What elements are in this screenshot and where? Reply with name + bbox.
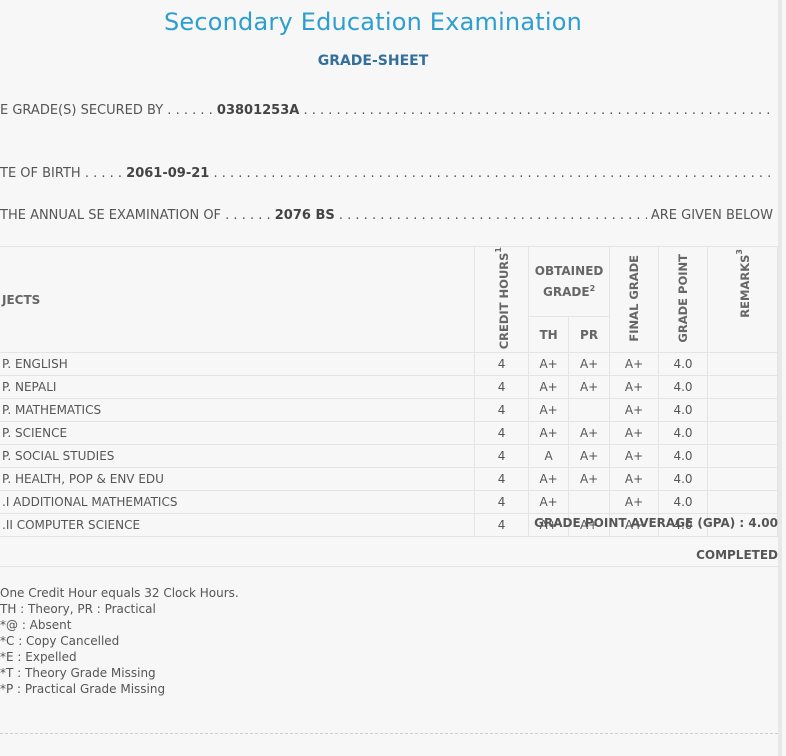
grade-point-cell: 4.0 — [658, 490, 708, 515]
remarks-header: REMARKS3 — [707, 245, 778, 354]
subject-cell: P. NEPALI — [0, 375, 476, 400]
divider — [0, 566, 778, 567]
dotted-leader — [213, 166, 773, 181]
note-item: *@ : Absent — [0, 618, 72, 632]
grade-point-header: GRADE POINT — [658, 245, 708, 354]
note-item: One Credit Hour equals 32 Clock Hours. — [0, 586, 239, 600]
subject-cell: .II COMPUTER SCIENCE — [0, 513, 476, 538]
dashed-divider — [0, 733, 778, 734]
theory-grade-cell: A+ — [528, 467, 570, 492]
grade-point-cell: 4.0 — [658, 467, 708, 492]
remarks-cell — [707, 490, 778, 515]
note-item: *T : Theory Grade Missing — [0, 666, 156, 680]
subject-cell: P. ENGLISH — [0, 352, 476, 377]
table-row: P. NEPALI 4 A+ A+ A+ 4.0 — [0, 375, 778, 400]
practical-grade-cell: A+ — [568, 444, 611, 469]
gpa-summary: GRADE POINT AVERAGE (GPA) : 4.00 — [534, 516, 778, 530]
table-row: .II COMPUTER SCIENCE 4 A+ A+ A+ 4.0 — [0, 513, 778, 538]
remarks-cell — [707, 513, 778, 538]
th-header: TH — [528, 315, 570, 354]
subject-cell: .I ADDITIONAL MATHEMATICS — [0, 490, 476, 515]
final-grade-cell: A+ — [609, 444, 660, 469]
note-item: *P : Practical Grade Missing — [0, 682, 166, 696]
table-row: P. SOCIAL STUDIES 4 A A+ A+ 4.0 — [0, 444, 778, 469]
credit-hours-cell: 4 — [474, 444, 530, 469]
credit-hours-header: CREDIT HOURS1 — [474, 245, 530, 354]
practical-grade-cell: A+ — [568, 421, 611, 446]
subject-cell: P. SOCIAL STUDIES — [0, 444, 476, 469]
remarks-cell — [707, 444, 778, 469]
credit-hours-cell: 4 — [474, 421, 530, 446]
practical-grade-cell: A+ — [568, 375, 611, 400]
right-border — [778, 0, 782, 756]
final-grade-cell: A+ — [609, 375, 660, 400]
final-grade-cell: A+ — [609, 352, 660, 377]
final-grade-cell: A+ — [609, 421, 660, 446]
page-title: Secondary Education Examination — [163, 8, 583, 36]
completion-status: COMPLETED — [696, 548, 778, 562]
theory-grade-cell: A+ — [528, 375, 570, 400]
note-item: *E : Expelled — [0, 650, 77, 664]
dob-line: TE OF BIRTH . . . . . 2061-09-21 — [0, 166, 773, 181]
credit-hours-cell: 4 — [474, 398, 530, 423]
secured-by-label: E GRADE(S) SECURED BY . . . . . . — [0, 103, 213, 118]
remarks-cell — [707, 421, 778, 446]
subjects-header: JECTS — [0, 245, 476, 354]
subject-cell: P. HEALTH, POP & ENV EDU — [0, 467, 476, 492]
credit-hours-cell: 4 — [474, 375, 530, 400]
page-subtitle: GRADE-SHEET — [317, 53, 429, 69]
note-item: *C : Copy Cancelled — [0, 634, 120, 648]
theory-grade-cell: A+ — [528, 513, 570, 538]
theory-grade-cell: A+ — [528, 352, 570, 377]
theory-grade-cell: A+ — [528, 398, 570, 423]
practical-grade-cell: A+ — [568, 352, 611, 377]
symbol-number: 03801253A — [216, 103, 300, 118]
exam-line: THE ANNUAL SE EXAMINATION OF . . . . . .… — [0, 208, 773, 223]
theory-grade-cell: A — [528, 444, 570, 469]
grade-point-cell: 4.0 — [658, 375, 708, 400]
credit-hours-cell: 4 — [474, 513, 530, 538]
date-of-birth: 2061-09-21 — [126, 166, 210, 181]
exam-label: THE ANNUAL SE EXAMINATION OF . . . . . . — [0, 208, 271, 223]
practical-grade-cell — [568, 398, 611, 423]
remarks-cell — [707, 398, 778, 423]
notes-list: One Credit Hour equals 32 Clock Hours. TH… — [0, 585, 239, 697]
table-row: .I ADDITIONAL MATHEMATICS 4 A+ A+ 4.0 — [0, 490, 778, 515]
grade-table: JECTS CREDIT HOURS1 OBTAINED GRADE2 FINA… — [0, 245, 778, 538]
credit-hours-cell: 4 — [474, 467, 530, 492]
obtained-grade-header: OBTAINED GRADE2 — [528, 246, 611, 317]
credit-hours-cell: 4 — [474, 352, 530, 377]
note-item: TH : Theory, PR : Practical — [0, 602, 156, 616]
practical-grade-cell — [568, 490, 611, 515]
credit-hours-cell: 4 — [474, 490, 530, 515]
grade-point-cell: 4.0 — [658, 444, 708, 469]
dotted-leader — [303, 103, 773, 118]
table-row: P. ENGLISH 4 A+ A+ A+ 4.0 — [0, 352, 778, 377]
secured-by-line: E GRADE(S) SECURED BY . . . . . . 038012… — [0, 103, 773, 118]
pr-header: PR — [568, 315, 611, 354]
exam-suffix: ARE GIVEN BELOW — [650, 208, 773, 223]
table-row: P. SCIENCE 4 A+ A+ A+ 4.0 — [0, 421, 778, 446]
grade-point-cell: 4.0 — [658, 352, 708, 377]
subject-cell: P. SCIENCE — [0, 421, 476, 446]
practical-grade-cell: A+ — [568, 513, 611, 538]
grade-point-cell: 4.0 — [658, 398, 708, 423]
remarks-cell — [707, 375, 778, 400]
exam-year: 2076 BS — [274, 208, 335, 223]
theory-grade-cell: A+ — [528, 421, 570, 446]
grade-point-cell: 4.0 — [658, 421, 708, 446]
final-grade-cell: A+ — [609, 467, 660, 492]
practical-grade-cell: A+ — [568, 467, 611, 492]
theory-grade-cell: A+ — [528, 490, 570, 515]
final-grade-cell: A+ — [609, 490, 660, 515]
subject-cell: P. MATHEMATICS — [0, 398, 476, 423]
final-grade-cell: A+ — [609, 398, 660, 423]
final-grade-header: FINAL GRADE — [609, 245, 660, 354]
remarks-cell — [707, 467, 778, 492]
remarks-cell — [707, 352, 778, 377]
table-row: P. MATHEMATICS 4 A+ A+ 4.0 — [0, 398, 778, 423]
table-row: P. HEALTH, POP & ENV EDU 4 A+ A+ A+ 4.0 — [0, 467, 778, 492]
dotted-leader — [339, 208, 647, 223]
dob-label: TE OF BIRTH . . . . . — [0, 166, 123, 181]
